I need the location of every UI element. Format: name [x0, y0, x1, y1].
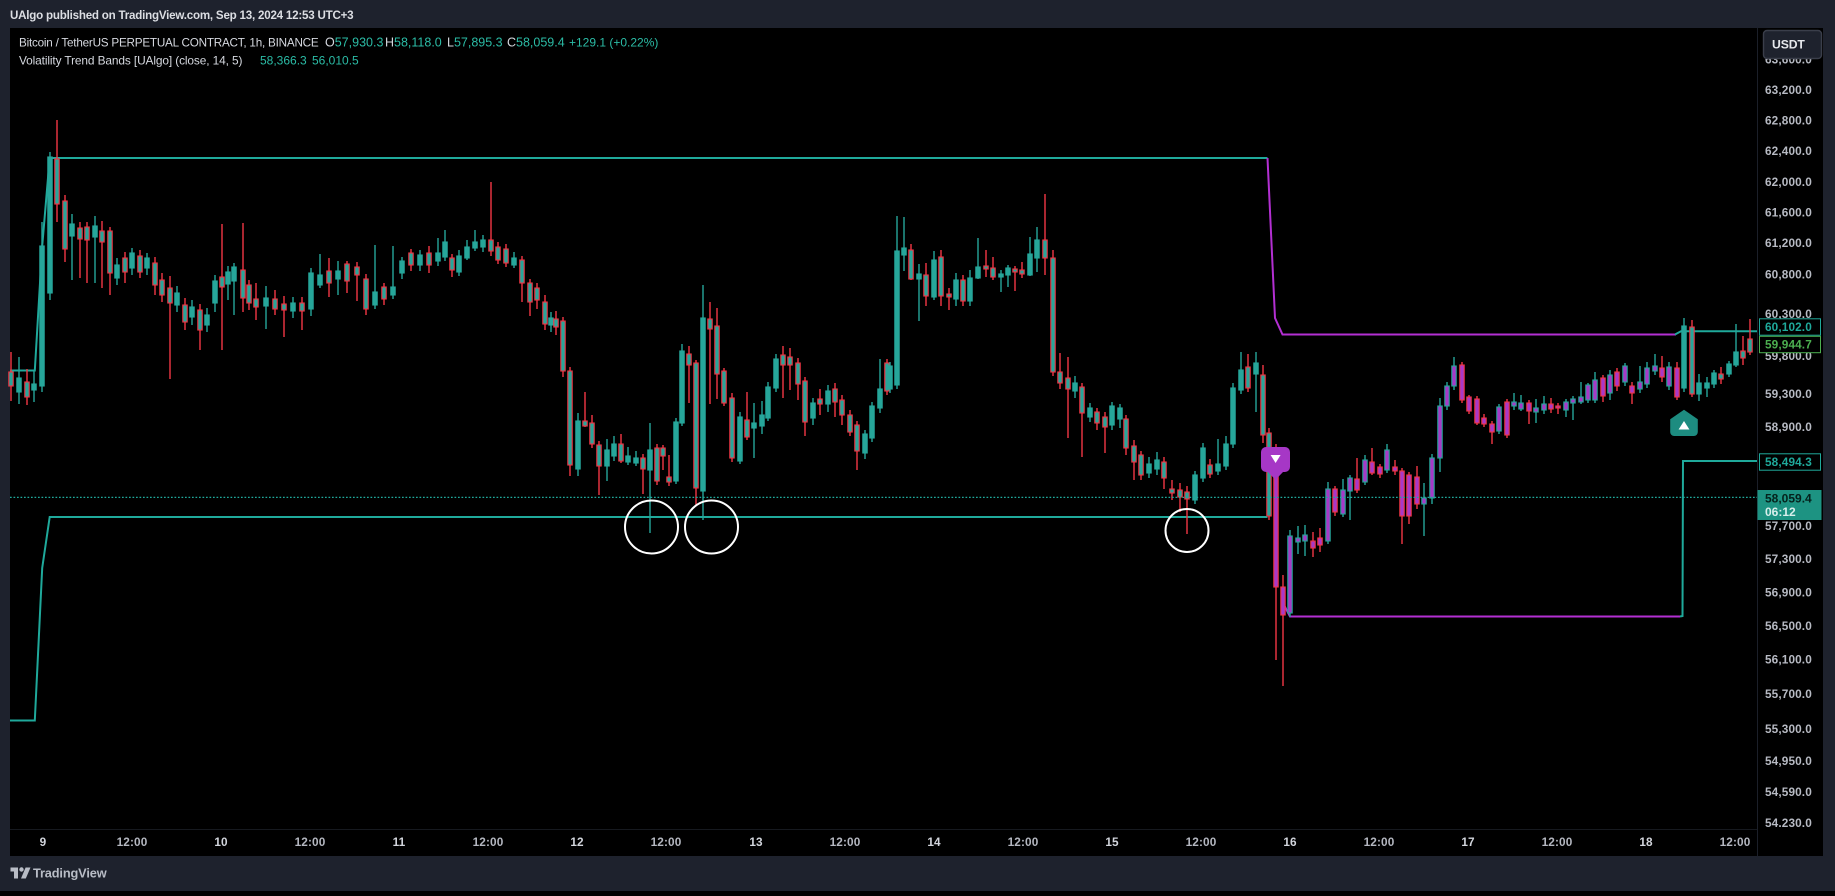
svg-text:16: 16 [1283, 835, 1297, 849]
svg-text:12:00: 12:00 [651, 835, 682, 849]
svg-text:12:00: 12:00 [473, 835, 504, 849]
svg-text:C58,059.4: C58,059.4 [507, 36, 565, 50]
svg-text:TradingView: TradingView [33, 866, 107, 881]
svg-text:UAlgo published on TradingView: UAlgo published on TradingView.com, Sep … [10, 9, 354, 22]
svg-text:O57,930.3: O57,930.3 [325, 36, 383, 50]
svg-text:55,700.0: 55,700.0 [1765, 687, 1812, 701]
svg-text:12:00: 12:00 [117, 835, 148, 849]
svg-text:56,500.0: 56,500.0 [1765, 619, 1812, 633]
svg-text:11: 11 [393, 835, 406, 849]
svg-text:56,010.5: 56,010.5 [312, 54, 359, 68]
svg-text:60,800.0: 60,800.0 [1765, 268, 1812, 282]
svg-text:Volatility Trend Bands [UAlgo]: Volatility Trend Bands [UAlgo] (close, 1… [19, 54, 242, 68]
svg-text:L57,895.3: L57,895.3 [447, 36, 503, 50]
svg-text:12:00: 12:00 [1720, 835, 1751, 849]
svg-text:60,300.0: 60,300.0 [1765, 307, 1812, 321]
svg-text:14: 14 [927, 835, 941, 849]
svg-text:12:00: 12:00 [1186, 835, 1217, 849]
svg-text:06:12: 06:12 [1765, 505, 1796, 519]
svg-text:17: 17 [1461, 835, 1475, 849]
svg-text:9: 9 [40, 835, 47, 849]
svg-text:56,100.0: 56,100.0 [1765, 653, 1812, 667]
svg-text:Bitcoin / TetherUS PERPETUAL C: Bitcoin / TetherUS PERPETUAL CONTRACT, 1… [19, 37, 319, 50]
svg-text:15: 15 [1105, 835, 1119, 849]
svg-text:10: 10 [214, 835, 228, 849]
svg-text:USDT: USDT [1772, 38, 1805, 52]
svg-text:18: 18 [1639, 835, 1653, 849]
svg-text:12:00: 12:00 [1364, 835, 1395, 849]
svg-text:59,944.7: 59,944.7 [1765, 338, 1812, 352]
svg-text:61,200.0: 61,200.0 [1765, 236, 1812, 250]
svg-text:62,400.0: 62,400.0 [1765, 144, 1812, 158]
svg-text:58,059.4: 58,059.4 [1765, 492, 1812, 506]
svg-text:12:00: 12:00 [295, 835, 326, 849]
svg-text:62,800.0: 62,800.0 [1765, 114, 1812, 128]
svg-text:59,300.0: 59,300.0 [1765, 387, 1812, 401]
svg-text:62,000.0: 62,000.0 [1765, 175, 1812, 189]
svg-text:54,950.0: 54,950.0 [1765, 754, 1812, 768]
svg-text:58,366.3: 58,366.3 [260, 54, 307, 68]
svg-text:54.230.0: 54.230.0 [1765, 816, 1812, 830]
svg-text:12:00: 12:00 [1008, 835, 1039, 849]
svg-text:54,590.0: 54,590.0 [1765, 785, 1812, 799]
svg-text:12:00: 12:00 [1542, 835, 1573, 849]
svg-text:13: 13 [749, 835, 763, 849]
svg-text:12:00: 12:00 [830, 835, 861, 849]
svg-text:58,900.0: 58,900.0 [1765, 420, 1812, 434]
svg-text:+129.1 (+0.22%): +129.1 (+0.22%) [569, 36, 658, 50]
svg-text:57,300.0: 57,300.0 [1765, 552, 1812, 566]
svg-text:57,700.0: 57,700.0 [1765, 519, 1812, 533]
svg-text:61,600.0: 61,600.0 [1765, 206, 1812, 220]
svg-text:60,102.0: 60,102.0 [1765, 320, 1812, 334]
svg-text:56,900.0: 56,900.0 [1765, 586, 1812, 600]
svg-text:12: 12 [570, 835, 584, 849]
svg-text:58,494.3: 58,494.3 [1765, 455, 1812, 469]
svg-text:H58,118.0: H58,118.0 [385, 36, 442, 50]
svg-text:63,200.0: 63,200.0 [1765, 83, 1812, 97]
svg-text:55,300.0: 55,300.0 [1765, 722, 1812, 736]
